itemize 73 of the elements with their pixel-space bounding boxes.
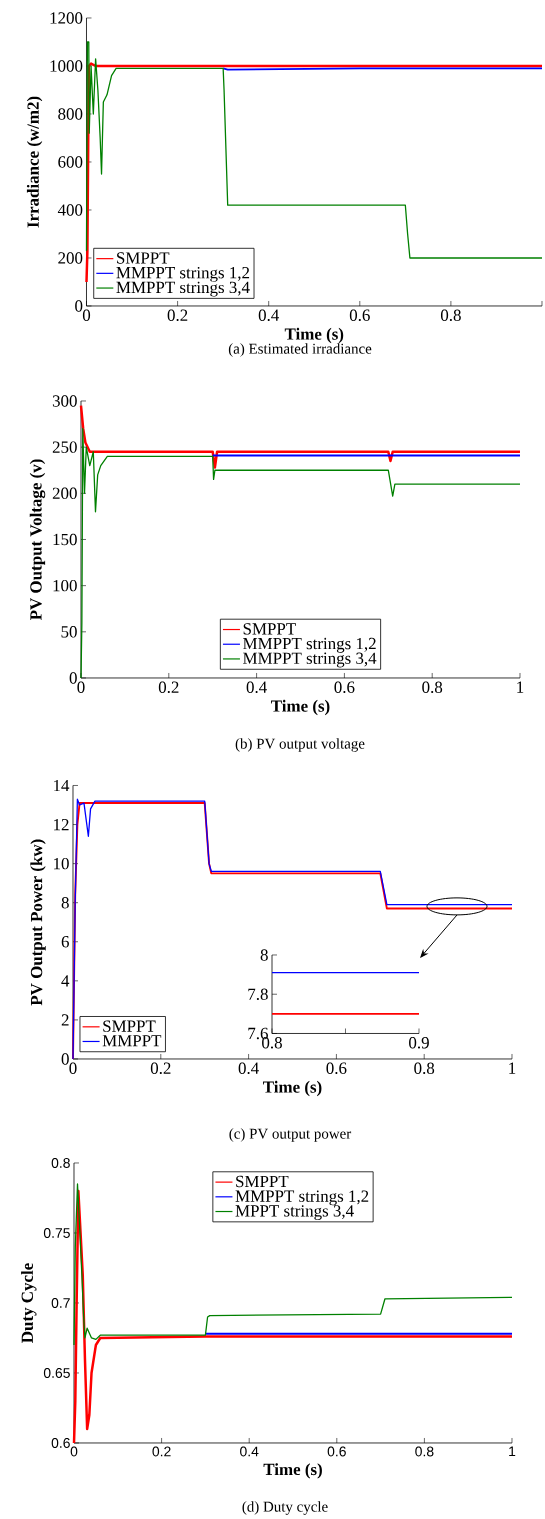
text: (c) PV output power: [229, 1128, 351, 1142]
legend-label: MMPPT strings 3,4: [242, 652, 377, 668]
x-tick-label: 0.9: [408, 1037, 429, 1049]
y-tick-label: 8: [260, 949, 268, 961]
y-tick-label: 800: [58, 108, 83, 120]
y-tick-label: 0: [75, 300, 83, 312]
y-tick-label: 2: [61, 1014, 69, 1026]
y-tick-label: 400: [57, 204, 83, 216]
y-tick-label: 200: [52, 487, 77, 500]
y-tick-label: 6: [61, 936, 69, 948]
x-tick-label: 0.2: [152, 1446, 171, 1457]
x-tick-label: 1: [517, 681, 524, 693]
y-axis-title: PV Output Voltage (v): [29, 459, 46, 621]
y-tick-label: 50: [61, 626, 77, 638]
x-tick-label: 0.6: [334, 681, 355, 693]
y-axis-title: Irradiance (w/m2): [26, 96, 43, 228]
y-tick-label: 0.65: [43, 1368, 70, 1378]
text: (d) Duty cycle: [242, 1501, 328, 1515]
text: (b) PV output voltage: [235, 738, 365, 752]
y-tick-label: 0: [69, 672, 77, 684]
legend-label: SMPPT: [243, 623, 296, 635]
y-tick-label: 300: [52, 395, 77, 407]
x-axis-title: Time (s): [262, 1080, 322, 1097]
y-tick-label: 100: [53, 579, 77, 592]
x-tick-label: 0.6: [327, 1446, 346, 1457]
x-tick-label: 0.4: [246, 681, 267, 693]
y-tick-label: 1200: [50, 12, 83, 24]
y-tick-label: 1000: [50, 60, 83, 72]
y-tick-label: 0.75: [43, 1228, 70, 1238]
y-tick-label: 0.7: [51, 1298, 70, 1308]
x-tick-label: 0.4: [258, 309, 279, 321]
x-tick-label: 0.8: [422, 681, 442, 693]
legend-label: SMPPT: [116, 252, 170, 264]
y-axis-title: Duty Cycle: [20, 1263, 37, 1343]
text: (a) Estimated irradiance: [228, 343, 372, 357]
legend-label: MMPPT strings 3,4: [116, 281, 250, 297]
x-axis-title: Time (s): [270, 699, 330, 716]
legend-label: MPPT strings 3,4: [235, 1205, 354, 1221]
y-tick-label: 7.8: [248, 988, 268, 1000]
x-tick-label: 0.2: [167, 309, 188, 321]
y-tick-label: 250: [52, 441, 77, 453]
x-axis-title: Time (s): [263, 1463, 322, 1479]
y-tick-label: 200: [58, 252, 83, 264]
x-tick-label: 0.8: [414, 1062, 434, 1074]
y-tick-label: 0.6: [51, 1438, 70, 1448]
x-tick-label: 0.4: [239, 1446, 259, 1457]
x-tick-label: 0.6: [349, 309, 370, 321]
x-tick-label: 0.4: [238, 1062, 259, 1074]
x-tick-label: 0.8: [440, 309, 461, 321]
x-tick-label: 0.2: [150, 1062, 171, 1074]
y-tick-label: 12: [53, 818, 69, 831]
x-tick-label: 0.2: [158, 681, 179, 693]
y-tick-label: 4: [61, 975, 70, 987]
legend-label: SMPPT: [236, 1175, 289, 1188]
y-tick-label: 150: [53, 533, 77, 546]
x-tick-label: 0.8: [415, 1446, 434, 1457]
legend-label: MMPPT strings 1,2: [235, 1190, 369, 1206]
x-tick-label: 0.6: [326, 1062, 347, 1074]
line-series: [79, 404, 522, 469]
legend-label: MMPPT strings 1,2: [116, 266, 249, 282]
legend-label: MMPPT: [102, 1035, 162, 1047]
y-tick-label: 8: [61, 896, 69, 909]
legend-label: MMPPT strings 1,2: [242, 637, 376, 653]
x-axis-title: Time (s): [284, 327, 344, 344]
legend-label: SMPPT: [103, 1020, 156, 1032]
y-tick-label: 600: [58, 156, 83, 168]
y-axis-title: PV Output Power (kw): [30, 839, 46, 1006]
y-tick-label: 14: [53, 779, 70, 792]
y-tick-label: 10: [53, 857, 69, 870]
x-tick-label: 1: [509, 1062, 516, 1074]
y-tick-label: 0.8: [51, 1158, 70, 1168]
y-tick-label: 0: [61, 1053, 69, 1065]
x-tick-label: 1: [509, 1446, 516, 1457]
